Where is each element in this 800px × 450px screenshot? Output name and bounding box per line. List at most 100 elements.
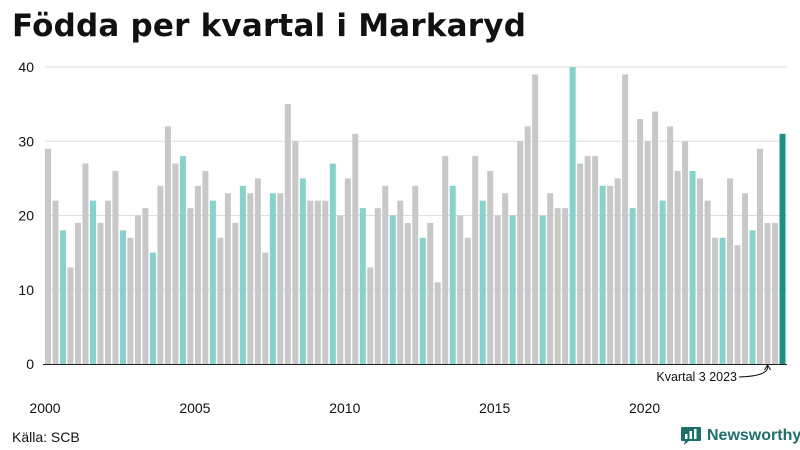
bar-2014-q4: [487, 170, 494, 364]
bar-2010-q4: [367, 267, 374, 364]
bar-2017-q2: [562, 208, 569, 364]
bar-2000-q3: [59, 230, 66, 364]
bar-2005-q2: [202, 170, 209, 364]
bar-2001-q3: [89, 200, 96, 364]
bar-2013-q1: [434, 282, 441, 364]
bar-2022-q4: [727, 178, 734, 365]
bar-2013-q3: [449, 185, 456, 364]
bar-2007-q1: [254, 178, 261, 365]
bar-2003-q2: [142, 208, 149, 364]
bar-2010-q3: [359, 208, 366, 364]
bar-2018-q1: [584, 156, 591, 364]
x-tick-label: 2005: [179, 400, 210, 416]
bar-2021-q1: [674, 170, 681, 364]
x-tick-label: 2010: [329, 400, 360, 416]
bar-2017-q3: [569, 67, 576, 364]
bar-2003-q3: [149, 252, 156, 365]
bar-2004-q4: [187, 208, 194, 364]
bar-2002-q1: [104, 200, 111, 364]
bar-2003-q1: [134, 215, 141, 364]
bar-2024-q2: [772, 222, 779, 364]
bar-2006-q4: [247, 193, 254, 364]
bar-2021-q4: [697, 178, 704, 365]
bar-2024-q1: [764, 222, 771, 364]
bar-2011-q4: [397, 200, 404, 364]
bar-2016-q1: [524, 126, 531, 365]
bar-2022-q1: [704, 200, 711, 364]
y-axis-ticks: 0 10 20 30 40: [18, 59, 34, 372]
bar-2022-q2: [712, 237, 719, 364]
bar-2002-q3: [119, 230, 126, 364]
bar-2001-q1: [74, 222, 81, 364]
bar-2011-q2: [382, 185, 389, 364]
bar-2020-q2: [652, 111, 659, 364]
chart-logo-icon: [681, 427, 701, 445]
bar-2000-q4: [67, 267, 74, 364]
bar-2022-q3: [719, 237, 726, 364]
bar-2021-q2: [682, 141, 689, 364]
bar-2014-q2: [472, 156, 479, 364]
bars: [43, 67, 787, 365]
x-tick-label: 2000: [29, 400, 60, 416]
bar-2017-q4: [577, 163, 584, 364]
bar-2023-q1: [734, 245, 741, 364]
bar-2020-q4: [667, 126, 674, 365]
annotation-arrow: [738, 365, 769, 378]
bar-2007-q3: [269, 193, 276, 364]
bar-2018-q3: [599, 185, 606, 364]
bar-2020-q3: [659, 200, 666, 364]
bar-2006-q3: [239, 185, 246, 364]
bar-2016-q2: [532, 74, 539, 365]
bar-2005-q3: [209, 200, 216, 364]
x-tick-label: 2020: [629, 400, 660, 416]
bar-2012-q2: [412, 185, 419, 364]
bar-2015-q2: [502, 193, 509, 364]
bar-2015-q3: [509, 215, 516, 364]
bar-2016-q3: [539, 215, 546, 364]
bar-2014-q1: [464, 237, 471, 364]
bar-2013-q4: [457, 215, 464, 364]
annotation-arrowhead: [764, 364, 771, 371]
bar-2012-q1: [404, 222, 411, 364]
bar-2019-q1: [614, 178, 621, 365]
bar-2008-q4: [307, 200, 314, 364]
bar-2006-q1: [224, 193, 231, 364]
bar-2004-q2: [172, 163, 179, 364]
bar-2018-q4: [607, 185, 614, 364]
brand-name: Newsworthy: [707, 427, 800, 444]
bar-2012-q4: [427, 222, 434, 364]
chart-title: Födda per kvartal i Markaryd: [12, 8, 527, 44]
bar-2018-q2: [592, 156, 599, 364]
bar-2009-q3: [329, 163, 336, 364]
x-axis-ticks: 2000 2005 2010 2015 2020: [29, 400, 660, 416]
bar-2017-q1: [554, 208, 561, 364]
bar-2015-q1: [494, 215, 501, 364]
bar-2006-q2: [232, 222, 239, 364]
bar-2009-q2: [322, 200, 329, 364]
bar-2019-q2: [622, 74, 629, 365]
bar-2016-q4: [547, 193, 554, 364]
bar-2023-q4: [757, 148, 764, 364]
bar-2023-q3: [749, 230, 756, 364]
bar-2010-q1: [344, 178, 351, 365]
bar-2001-q4: [97, 222, 104, 364]
bar-2024-q3: [779, 133, 786, 364]
bar-2021-q3: [689, 170, 696, 364]
brand-logo: Newsworthy: [680, 426, 800, 446]
bar-2011-q1: [374, 208, 381, 364]
bar-2013-q2: [442, 156, 449, 364]
bar-2014-q3: [479, 200, 486, 364]
bar-2010-q2: [352, 133, 359, 364]
bar-2005-q4: [217, 237, 224, 364]
y-tick-label: 10: [18, 282, 34, 298]
bar-2008-q3: [299, 178, 306, 365]
bar-2002-q2: [112, 170, 119, 364]
bar-2020-q1: [644, 141, 651, 364]
y-tick-label: 30: [18, 133, 34, 149]
bar-2004-q3: [179, 156, 186, 364]
bar-2008-q2: [292, 141, 299, 364]
bar-2009-q1: [314, 200, 321, 364]
bar-2005-q1: [194, 185, 201, 364]
annotation: Kvartal 3 2023: [656, 364, 771, 384]
